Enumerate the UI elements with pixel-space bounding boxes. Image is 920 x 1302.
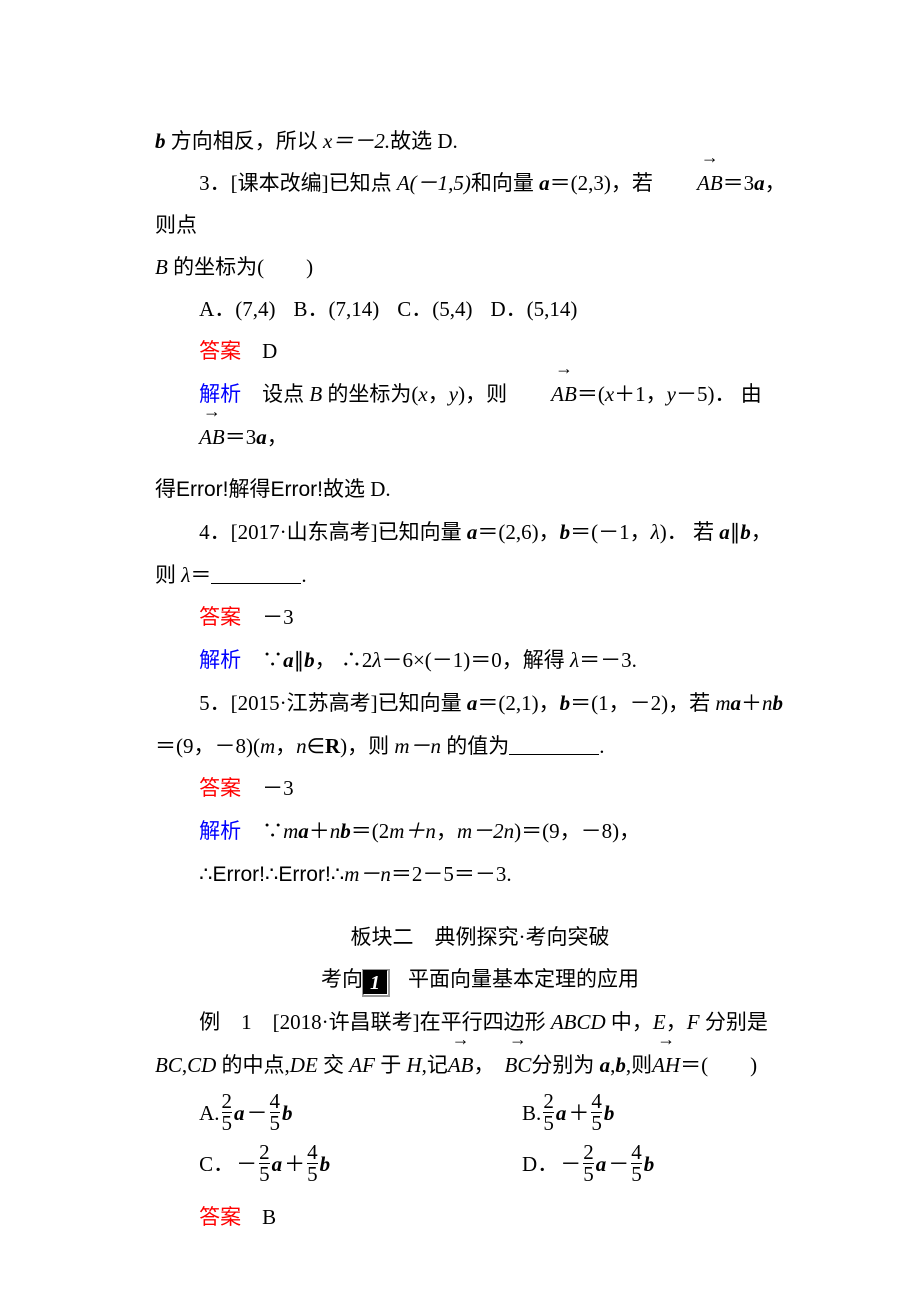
fraction: 25 [543, 1091, 554, 1134]
q5-line2: ＝(9，－8)(m，n∈R)，则 m－n 的值为. [155, 725, 805, 767]
fraction: 45 [591, 1091, 602, 1134]
q5-answer: 答案 －3 [155, 767, 805, 810]
fraction: 25 [259, 1142, 270, 1185]
q5-line1: 5．[2015·江苏高考]已知向量 a＝(2,1)，b＝(1，－2)，若 ma＋… [155, 682, 805, 725]
arrow-icon: → [652, 1031, 680, 1049]
fraction: 25 [222, 1091, 233, 1134]
arrow-icon: → [653, 149, 723, 167]
kaoxiang-title: 考向1 平面向量基本定理的应用 [155, 958, 805, 1001]
vector-AH: →AH [652, 1044, 680, 1086]
fraction: 45 [307, 1142, 318, 1185]
q3-answer: 答案 D [155, 330, 805, 373]
kaoxiang-number-icon: 1 [363, 970, 387, 994]
section-title: 板块二 典例探究·考向突破 [155, 916, 805, 958]
fraction: 45 [631, 1142, 642, 1185]
q3-explain-l2: 得Error!解得Error!故选 D. [155, 468, 805, 511]
option-A: A.25a－45b [199, 1092, 482, 1135]
vector-AB: →AB [155, 416, 225, 458]
option-D: D．－25a－45b [522, 1143, 805, 1186]
option-C: C．－25a＋45b [199, 1143, 482, 1186]
fill-blank [211, 563, 301, 584]
fill-blank [509, 734, 599, 755]
arrow-icon: → [507, 360, 577, 378]
q3-line1: 3．[课本改编]已知点 A(－1,5)和向量 a＝(2,3)，若→AB＝3a，则… [155, 162, 805, 246]
choice-B: B．(7,14) [294, 297, 380, 321]
fraction: 45 [270, 1091, 281, 1134]
arrow-icon: → [505, 1031, 532, 1049]
q4-line1: 4．[2017·山东高考]已知向量 a＝(2,6)，b＝(－1，λ)． 若 a∥… [155, 511, 805, 554]
q3-explain-l1: 解析 设点 B 的坐标为(x，y)，则→AB＝(x＋1，y－5)． 由→AB＝3… [155, 373, 805, 458]
ex1-options: A.25a－45b B.25a＋45b C．－25a＋45b D．－25a－45… [155, 1092, 805, 1186]
choice-C: C．(5,4) [397, 297, 472, 321]
choice-A: A．(7,4) [199, 297, 275, 321]
ex1-line2: BC,CD 的中点,DE 交 AF 于 H,记→AB，→BC分别为 a,b,则→… [155, 1044, 805, 1086]
q3-line2: B 的坐标为( ) [155, 246, 805, 288]
vector-AB: →AB [653, 162, 723, 204]
ex1-line1: 例 1 [2018·许昌联考]在平行四边形 ABCD 中，E，F 分别是 [155, 1001, 805, 1044]
q5-explain-l2: ∴Error!∴Error!∴m－n＝2－5＝－3. [155, 853, 805, 896]
fraction: 25 [583, 1142, 594, 1185]
vector-AB: →AB [448, 1044, 474, 1086]
arrow-icon: → [155, 403, 225, 421]
choice-D: D．(5,14) [491, 297, 578, 321]
q4-explain: 解析 ∵a∥b， ∴2λ－6×(－1)＝0，解得 λ＝－3. [155, 639, 805, 682]
var-b: b [155, 129, 166, 153]
q4-line2: 则 λ＝. [155, 554, 805, 596]
option-B: B.25a＋45b [522, 1092, 805, 1135]
arrow-icon: → [448, 1031, 474, 1049]
vector-BC: →BC [505, 1044, 532, 1086]
q5-explain-l1: 解析 ∵ma＋nb＝(2m＋n，m－2n)＝(9，－8)， [155, 810, 805, 853]
ex1-answer: 答案 B [155, 1196, 805, 1239]
q3-choices: A．(7,4) B．(7,14) C．(5,4) D．(5,14) [155, 288, 805, 330]
q4-answer: 答案 －3 [155, 596, 805, 639]
vector-AB: →AB [507, 373, 577, 415]
